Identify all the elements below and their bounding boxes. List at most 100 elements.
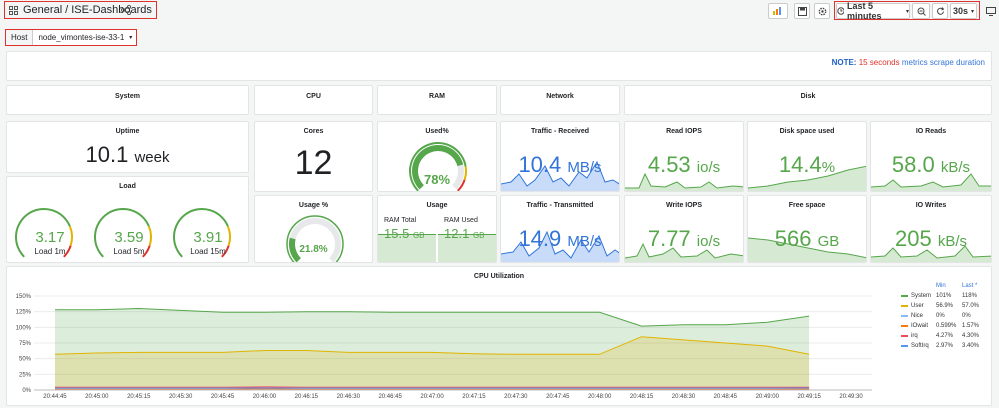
- note-prefix: NOTE:: [831, 58, 857, 67]
- stat-unit: GB: [817, 233, 840, 250]
- legend-item[interactable]: User 56.9% 57.0%: [898, 302, 994, 312]
- x-tick-label: 20:44:45: [43, 394, 67, 400]
- y-tick-label: 50%: [19, 357, 32, 363]
- legend-swatch: [901, 335, 908, 337]
- stat-unit: %: [821, 159, 836, 176]
- uptime-panel: Uptime 10.1 week: [6, 121, 249, 173]
- breadcrumb-folder[interactable]: General: [23, 4, 63, 16]
- save-button[interactable]: [794, 3, 810, 19]
- x-tick-label: 20:48:15: [630, 394, 654, 400]
- io-writes-panel: IO Writes 205 kB/s: [870, 195, 992, 263]
- legend-last-value: 118%: [962, 293, 977, 299]
- tv-mode-button[interactable]: [984, 3, 998, 19]
- breadcrumb[interactable]: General / ISE-Dashboards: [4, 1, 157, 19]
- y-tick-label: 100%: [16, 325, 32, 331]
- stat-value: 7.77: [647, 226, 691, 251]
- x-tick-label: 20:46:15: [295, 394, 319, 400]
- breadcrumb-dashboard[interactable]: ISE-Dashboards: [71, 4, 152, 16]
- ram-usage-panel: Usage RAM Total 15.5 GB RAM Used 12.1 GB: [377, 195, 497, 263]
- time-range-picker[interactable]: Last 5 minutes ▾: [836, 1, 910, 21]
- legend-item[interactable]: IOwait 0.599% 1.57%: [898, 322, 994, 332]
- stat-value: 566: [774, 226, 812, 251]
- legend-series-name[interactable]: SoftIrq: [911, 343, 929, 349]
- stat-unit: MB/s: [567, 233, 602, 250]
- load-5m-value: 3.59: [114, 229, 144, 246]
- x-tick-label: 20:47:15: [462, 394, 486, 400]
- x-tick-label: 20:45:00: [85, 394, 109, 400]
- row-header-network: Network: [500, 85, 620, 115]
- cpu-usage-panel: Usage % 21.8%: [254, 195, 373, 263]
- monitor-icon: [986, 6, 996, 16]
- traffic-received-stat: 10.4 MB/s: [501, 152, 619, 178]
- note-highlight: 15 seconds: [858, 58, 900, 67]
- y-tick-label: 75%: [19, 341, 32, 347]
- legend-series-name[interactable]: irq: [911, 333, 918, 339]
- clock-icon: [837, 7, 844, 15]
- settings-button[interactable]: [814, 3, 830, 19]
- legend-swatch: [901, 305, 908, 307]
- stat-value: 14.4: [778, 152, 822, 177]
- legend-series-name[interactable]: User: [911, 303, 924, 309]
- legend-series-name[interactable]: System: [911, 293, 932, 299]
- stat-value: 58.0: [891, 152, 935, 177]
- panel-title: Free space: [788, 202, 826, 209]
- legend-item[interactable]: Nice 0% 0%: [898, 312, 994, 322]
- legend-last-value: 0%: [962, 313, 971, 319]
- panel-title: IO Reads: [915, 128, 947, 135]
- legend-series-name[interactable]: IOwait: [911, 323, 929, 329]
- note-text: NOTE: 15 seconds metrics scrape duration: [832, 58, 985, 67]
- free-space-stat: 566 GB: [748, 226, 866, 252]
- sparkline: [501, 160, 619, 191]
- time-range-label: Last 5 minutes: [846, 1, 882, 21]
- legend-min-value: 2.97%: [936, 343, 954, 349]
- legend-last-header[interactable]: Last *: [962, 283, 978, 289]
- legend-min-value: 4.27%: [936, 333, 954, 339]
- x-tick-label: 20:45:30: [169, 394, 193, 400]
- x-tick-label: 20:47:30: [504, 394, 528, 400]
- zoom-out-button[interactable]: [912, 3, 930, 19]
- panel-title: Traffic - Transmitted: [526, 202, 594, 209]
- legend-min-header[interactable]: Min: [936, 283, 946, 289]
- x-tick-label: 20:48:00: [588, 394, 612, 400]
- x-tick-label: 20:46:30: [337, 394, 361, 400]
- stat-value: 205: [894, 226, 932, 251]
- sparkline: [871, 245, 991, 262]
- legend-swatch: [901, 345, 908, 347]
- row-title: Disk: [800, 93, 816, 100]
- stat-value: 4.53: [647, 152, 691, 177]
- legend-item[interactable]: System 101% 118%: [898, 292, 994, 302]
- gauge-value: 21.8%: [299, 244, 328, 255]
- row-title: CPU: [306, 93, 321, 100]
- row-title: RAM: [429, 93, 445, 100]
- panel-title: Uptime: [115, 128, 140, 135]
- gauge-threshold-arc: [457, 179, 466, 191]
- legend-series-name[interactable]: Nice: [911, 313, 924, 319]
- legend-last-value: 57.0%: [962, 303, 980, 309]
- series-line-user: [54, 336, 810, 355]
- panel-title: Usage: [426, 202, 448, 209]
- stat-unit: MB/s: [567, 159, 602, 176]
- refresh-button[interactable]: [932, 3, 948, 19]
- add-panel-button[interactable]: [768, 3, 788, 19]
- row-title: System: [115, 93, 140, 100]
- series-area-system: [55, 308, 810, 390]
- read-iops-stat: 4.53 io/s: [625, 152, 743, 178]
- legend-header: Min Last *: [898, 282, 994, 292]
- legend-item[interactable]: irq 4.27% 4.30%: [898, 332, 994, 342]
- legend-item[interactable]: SoftIrq 2.97% 3.40%: [898, 342, 994, 352]
- host-variable[interactable]: Host node_vimontes-ise-33-1 ▾: [5, 29, 138, 46]
- cpu-usage-gauge: [286, 215, 344, 262]
- x-tick-label: 20:45:45: [211, 394, 235, 400]
- dashboard-grid-icon: [9, 5, 18, 15]
- sparkline: [748, 165, 866, 191]
- row-header-disk: Disk: [624, 85, 992, 115]
- share-icon[interactable]: [121, 5, 131, 15]
- legend-min-value: 101%: [936, 293, 952, 299]
- load-1m-value: 3.17: [35, 229, 65, 246]
- panel-title: Read IOPS: [666, 128, 702, 135]
- sparkline: [625, 242, 743, 262]
- host-variable-value[interactable]: node_vimontes-ise-33-1: [38, 33, 125, 42]
- legend-last-value: 4.30%: [962, 333, 980, 339]
- refresh-interval-picker[interactable]: 30s ▾: [950, 3, 977, 19]
- ram-used-label: RAM Used: [444, 217, 478, 224]
